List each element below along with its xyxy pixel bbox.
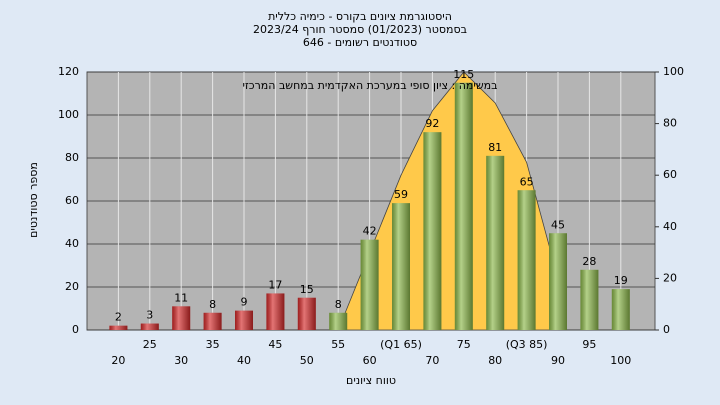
annotation: במשימה : ציון סופי במערכת האקדמית במחשב …: [243, 79, 498, 92]
bar-shade: [172, 306, 191, 330]
x-tick-label: 35: [206, 338, 220, 351]
x-tick-label: 70: [425, 354, 439, 367]
bar-shade: [486, 155, 505, 330]
bar-shade: [392, 203, 410, 330]
y2-tick-label: 40: [663, 220, 677, 233]
y-tick-label: 60: [65, 194, 79, 207]
value-label: 65: [520, 175, 534, 188]
y2-tick-label: 60: [663, 168, 677, 181]
bar-shade: [235, 310, 253, 330]
y2-tick-label: 100: [663, 65, 684, 78]
value-label: 19: [614, 274, 628, 287]
value-label: 9: [241, 296, 248, 309]
y-tick-label: 100: [58, 108, 79, 121]
x-tick-label: 60: [363, 354, 377, 367]
value-label: 8: [335, 298, 342, 311]
value-label: 59: [394, 188, 408, 201]
x-tick-label: 100: [610, 354, 631, 367]
bar-shade: [266, 293, 285, 330]
value-label: 92: [425, 117, 439, 130]
chart-title: היסטוגרמת ציונים בקורס - כימיה כללית: [268, 10, 452, 23]
y-axis-label: מספר סטודנטים: [27, 162, 40, 238]
y2-tick-label: 0: [663, 323, 670, 336]
value-label: 42: [363, 225, 377, 238]
y2-tick-label: 80: [663, 117, 677, 130]
bar-shade: [549, 233, 567, 330]
y-tick-label: 120: [58, 65, 79, 78]
x-tick-label: 95: [582, 338, 596, 351]
bar-shade: [329, 312, 348, 330]
bar-shade: [140, 323, 159, 330]
value-label: 81: [488, 141, 502, 154]
x-tick-label: 75: [457, 338, 471, 351]
value-label: 11: [174, 291, 188, 304]
chart-subtitle: בסמסטר (01/2023) סמסטר חורף 2023/24: [253, 23, 467, 36]
y-tick-label: 0: [72, 323, 79, 336]
bar-shade: [454, 82, 473, 330]
x-tick-label: 20: [111, 354, 125, 367]
value-label: 8: [209, 298, 216, 311]
bar-shade: [297, 297, 316, 330]
value-label: 17: [268, 278, 282, 291]
x-tick-label: 55: [331, 338, 345, 351]
x-tick-label: (Q1 65): [380, 338, 422, 351]
x-tick-label: 45: [268, 338, 282, 351]
value-label: 28: [582, 255, 596, 268]
bar-shade: [423, 132, 442, 330]
bar-shade: [611, 289, 630, 330]
bar-shade: [109, 325, 128, 330]
x-axis-label: טווח ציונים: [346, 374, 396, 387]
y-tick-label: 20: [65, 280, 79, 293]
x-tick-label: 40: [237, 354, 251, 367]
x-tick-label: (Q3 85): [506, 338, 548, 351]
bar-shade: [203, 312, 222, 330]
value-label: 115: [453, 68, 474, 81]
y2-tick-label: 20: [663, 271, 677, 284]
y-tick-label: 80: [65, 151, 79, 164]
chart-subtitle: סטודנטים רשומים - 646: [303, 36, 417, 49]
x-tick-label: 30: [174, 354, 188, 367]
value-label: 2: [115, 311, 122, 324]
x-tick-label: 80: [488, 354, 502, 367]
value-label: 3: [146, 309, 153, 322]
x-tick-label: 25: [143, 338, 157, 351]
x-tick-label: 50: [300, 354, 314, 367]
value-label: 15: [300, 283, 314, 296]
bar-shade: [517, 190, 536, 330]
bar-shade: [360, 239, 379, 330]
x-tick-label: 90: [551, 354, 565, 367]
value-label: 45: [551, 218, 565, 231]
y-tick-label: 40: [65, 237, 79, 250]
bar-shade: [580, 269, 599, 330]
